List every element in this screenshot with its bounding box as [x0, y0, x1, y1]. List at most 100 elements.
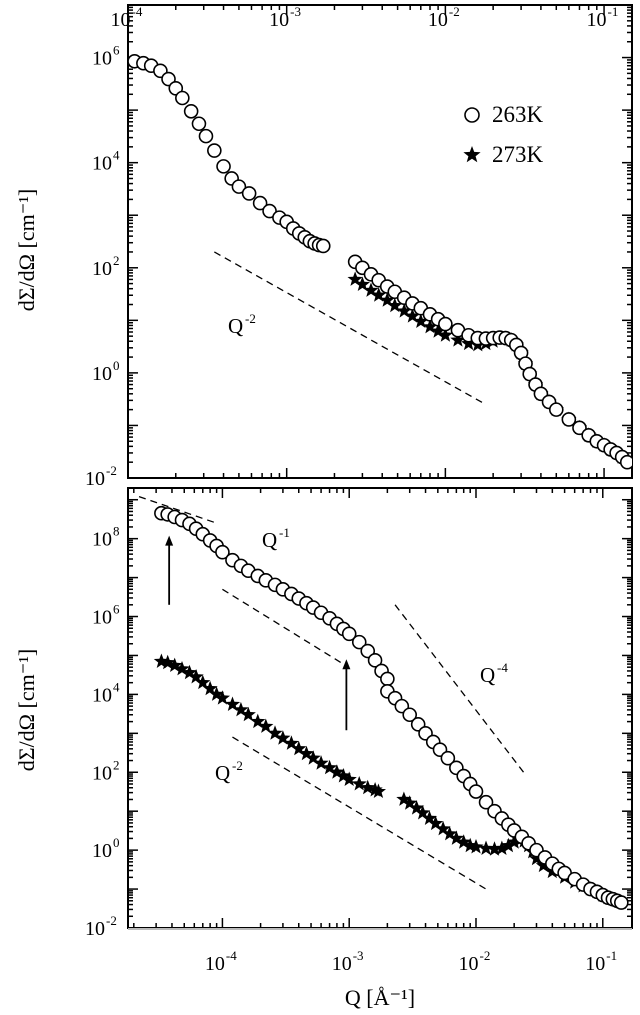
data-point-273K	[322, 759, 338, 775]
bottom-x-tick-label-2-base: 10	[458, 953, 478, 975]
data-point-273K	[195, 674, 211, 690]
data-point-273K	[461, 335, 477, 351]
bottom-y-tick-label-1: 10 6	[92, 602, 120, 629]
data-point-273K	[354, 276, 370, 291]
top-x-tick-label-2-exp: -2	[449, 4, 460, 19]
data-point-273K	[283, 735, 299, 750]
bottom-x-ticks	[133, 488, 604, 928]
bottom-y-tick-label-0: 10 8	[92, 524, 120, 551]
x-axis-label: Q [Å⁻¹]	[345, 985, 415, 1010]
data-point-263K	[215, 544, 230, 560]
data-point-273K	[202, 680, 218, 696]
bottom-y-tick-label-5: 10 -2	[85, 913, 117, 940]
top-x-tick-label-2: 10 -2	[428, 4, 460, 31]
data-point-263K	[341, 626, 357, 642]
data-point-273K	[379, 292, 395, 307]
data-point-273K	[371, 287, 387, 302]
top-x-tick-label-3: 10 -1	[587, 4, 619, 31]
top-x-tick-label-0-base: 10	[111, 9, 131, 31]
top-x-tick-label-3-base: 10	[587, 9, 607, 31]
data-point-273K	[421, 810, 438, 825]
data-point-273K	[528, 850, 545, 866]
top-y-tick-label-0: 10 6	[92, 43, 120, 70]
data-point-273K	[188, 669, 204, 684]
legend: 263K 273K	[463, 102, 544, 167]
data-point-273K	[160, 654, 176, 670]
guide-label-0: Q -2	[228, 311, 256, 338]
data-point-273K	[291, 740, 307, 756]
data-point-273K	[428, 815, 444, 831]
bottom-x-tick-label-3: 10 -1	[585, 948, 617, 975]
bottom-y-tick-label-1-exp: 6	[113, 602, 120, 617]
top-x-tick-label-0-exp: -4	[132, 4, 143, 19]
guide-label-exp: -2	[245, 311, 256, 326]
data-point-263K	[561, 412, 577, 427]
guide-label-base: Q	[480, 663, 495, 687]
bottom-y-tick-label-2-base: 10	[92, 684, 112, 706]
top-y-tick-label-0-base: 10	[92, 48, 112, 70]
top-y-tick-label-2-exp: 2	[113, 253, 120, 268]
data-point-263K	[360, 643, 376, 659]
data-point-273K	[478, 840, 494, 855]
data-point-273K	[167, 657, 183, 672]
data-point-273K	[448, 830, 464, 845]
guide-label-base: Q	[262, 528, 277, 552]
data-point-273K	[233, 701, 249, 717]
data-point-263K	[262, 203, 277, 219]
data-point-273K	[494, 840, 510, 855]
bottom-plot-area	[138, 496, 629, 910]
data-point-273K	[351, 776, 367, 791]
bottom-y-tick-label-2: 10 4	[92, 679, 120, 706]
data-point-273K	[209, 686, 225, 701]
bottom-x-tick-label-0-exp: -4	[226, 948, 237, 963]
bottom-y-tick-label-4-exp: 0	[113, 835, 120, 850]
top-y-tick-label-3: 10 0	[92, 358, 120, 385]
data-point-263K	[191, 116, 207, 132]
bottom-x-tick-label-2: 10 -2	[458, 948, 490, 975]
data-point-263K	[367, 653, 383, 668]
bottom-x-tick-label-3-exp: -1	[606, 948, 617, 963]
data-point-273K	[396, 303, 412, 318]
guide-label-base: Q	[228, 314, 243, 338]
data-point-263K	[175, 90, 190, 106]
data-point-273K	[363, 282, 379, 297]
data-point-273K	[250, 713, 266, 729]
guide-label-2: Q -2	[215, 758, 243, 785]
data-point-273K	[430, 323, 446, 338]
data-point-263K	[241, 186, 257, 201]
data-point-273K	[404, 308, 420, 323]
data-point-263K	[440, 750, 456, 766]
data-point-273K	[313, 755, 329, 770]
top-y-tick-label-3-exp: 0	[113, 358, 120, 373]
bottom-y-tick-label-5-exp: -2	[106, 913, 117, 928]
data-point-263K	[380, 671, 395, 687]
data-point-273K	[422, 318, 438, 334]
data-point-273K	[415, 805, 431, 820]
bottom-y-tick-label-4: 10 0	[92, 835, 120, 862]
guide-line-0	[138, 496, 217, 524]
bottom-x-tick-label-3-base: 10	[585, 953, 605, 975]
data-point-263K	[351, 634, 367, 650]
data-point-263K	[478, 794, 494, 810]
data-point-263K	[315, 238, 331, 254]
data-point-263K	[614, 895, 629, 910]
bottom-y-tick-label-0-exp: 8	[113, 524, 120, 539]
data-point-263K	[207, 143, 222, 158]
top-y-tick-label-2-base: 10	[92, 258, 112, 280]
guide-line-2	[232, 736, 487, 890]
data-point-273K	[341, 771, 357, 786]
data-point-263K	[468, 784, 484, 799]
data-point-273K	[468, 839, 484, 854]
data-point-273K	[486, 841, 503, 856]
top-y-tick-label-0-exp: 6	[113, 43, 120, 58]
bottom-x-tick-label-0: 10 -4	[205, 948, 237, 975]
data-point-273K	[402, 795, 418, 810]
top-x-tick-label-1-exp: -3	[290, 4, 301, 19]
top-y-tick-label-1-exp: 4	[113, 148, 120, 163]
legend-label: 273K	[492, 142, 544, 167]
top-x-tick-label-0: 10 -4	[111, 4, 143, 31]
data-point-273K	[456, 834, 472, 849]
guide-label-base: Q	[215, 761, 230, 785]
data-point-273K	[305, 750, 321, 765]
